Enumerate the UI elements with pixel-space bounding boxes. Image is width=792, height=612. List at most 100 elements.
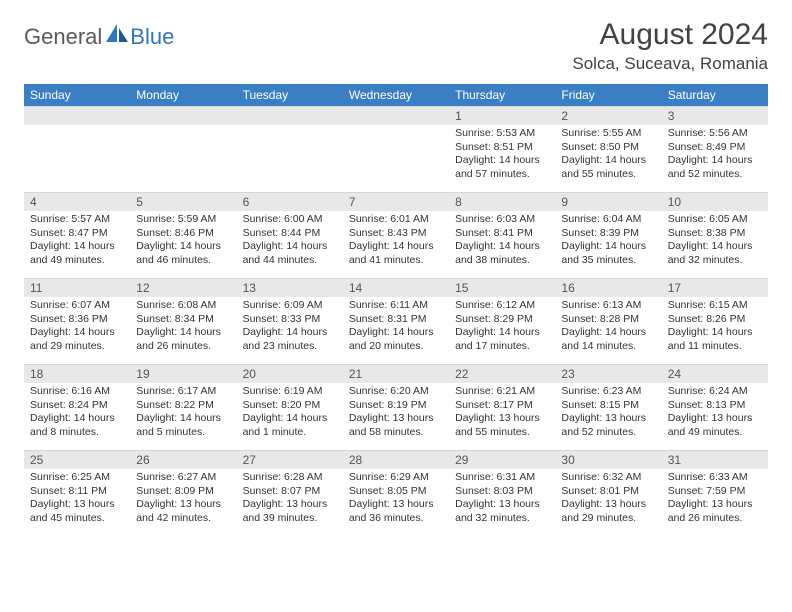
calendar-head: SundayMondayTuesdayWednesdayThursdayFrid…	[24, 84, 768, 106]
day-number-empty	[24, 106, 130, 125]
day-number: 16	[555, 278, 661, 297]
calendar-cell: 17Sunrise: 6:15 AMSunset: 8:26 PMDayligh…	[662, 278, 768, 364]
daylight-text: Daylight: 13 hours and 52 minutes.	[561, 412, 655, 439]
day-number: 22	[449, 364, 555, 383]
sunset-text: Sunset: 8:28 PM	[561, 313, 655, 327]
day-number: 18	[24, 364, 130, 383]
daylight-text: Daylight: 14 hours and 52 minutes.	[668, 154, 762, 181]
day-info: Sunrise: 6:08 AMSunset: 8:34 PMDaylight:…	[130, 297, 236, 358]
sunrise-text: Sunrise: 6:25 AM	[30, 471, 124, 485]
logo-sail-icon	[106, 24, 128, 42]
sunrise-text: Sunrise: 6:16 AM	[30, 385, 124, 399]
daylight-text: Daylight: 14 hours and 49 minutes.	[30, 240, 124, 267]
sunset-text: Sunset: 8:07 PM	[243, 485, 337, 499]
day-number: 12	[130, 278, 236, 297]
day-number: 17	[662, 278, 768, 297]
calendar-cell: 12Sunrise: 6:08 AMSunset: 8:34 PMDayligh…	[130, 278, 236, 364]
page-header: General Blue August 2024 Solca, Suceava,…	[24, 18, 768, 74]
calendar-cell	[237, 106, 343, 192]
sunset-text: Sunset: 8:36 PM	[30, 313, 124, 327]
sunset-text: Sunset: 8:29 PM	[455, 313, 549, 327]
daylight-text: Daylight: 13 hours and 58 minutes.	[349, 412, 443, 439]
sunset-text: Sunset: 8:15 PM	[561, 399, 655, 413]
daylight-text: Daylight: 14 hours and 38 minutes.	[455, 240, 549, 267]
day-info: Sunrise: 5:55 AMSunset: 8:50 PMDaylight:…	[555, 125, 661, 186]
sunset-text: Sunset: 8:39 PM	[561, 227, 655, 241]
day-number: 14	[343, 278, 449, 297]
daylight-text: Daylight: 14 hours and 55 minutes.	[561, 154, 655, 181]
sunrise-text: Sunrise: 6:33 AM	[668, 471, 762, 485]
sunset-text: Sunset: 8:47 PM	[30, 227, 124, 241]
logo-text-general: General	[24, 24, 102, 50]
sunrise-text: Sunrise: 6:15 AM	[668, 299, 762, 313]
calendar-cell: 27Sunrise: 6:28 AMSunset: 8:07 PMDayligh…	[237, 450, 343, 536]
day-info: Sunrise: 6:32 AMSunset: 8:01 PMDaylight:…	[555, 469, 661, 530]
day-header: Saturday	[662, 84, 768, 106]
daylight-text: Daylight: 14 hours and 26 minutes.	[136, 326, 230, 353]
sunrise-text: Sunrise: 6:21 AM	[455, 385, 549, 399]
sunset-text: Sunset: 8:33 PM	[243, 313, 337, 327]
sunset-text: Sunset: 8:22 PM	[136, 399, 230, 413]
sunset-text: Sunset: 8:44 PM	[243, 227, 337, 241]
day-info: Sunrise: 5:59 AMSunset: 8:46 PMDaylight:…	[130, 211, 236, 272]
daylight-text: Daylight: 14 hours and 1 minute.	[243, 412, 337, 439]
daylight-text: Daylight: 14 hours and 41 minutes.	[349, 240, 443, 267]
sunset-text: Sunset: 8:38 PM	[668, 227, 762, 241]
daylight-text: Daylight: 13 hours and 39 minutes.	[243, 498, 337, 525]
sunset-text: Sunset: 8:26 PM	[668, 313, 762, 327]
daylight-text: Daylight: 14 hours and 35 minutes.	[561, 240, 655, 267]
calendar-cell: 31Sunrise: 6:33 AMSunset: 7:59 PMDayligh…	[662, 450, 768, 536]
day-number: 6	[237, 192, 343, 211]
sunrise-text: Sunrise: 6:27 AM	[136, 471, 230, 485]
day-number: 27	[237, 450, 343, 469]
daylight-text: Daylight: 13 hours and 29 minutes.	[561, 498, 655, 525]
daylight-text: Daylight: 14 hours and 23 minutes.	[243, 326, 337, 353]
calendar-cell: 5Sunrise: 5:59 AMSunset: 8:46 PMDaylight…	[130, 192, 236, 278]
day-info: Sunrise: 6:24 AMSunset: 8:13 PMDaylight:…	[662, 383, 768, 444]
sunrise-text: Sunrise: 5:56 AM	[668, 127, 762, 141]
sunset-text: Sunset: 8:20 PM	[243, 399, 337, 413]
sunrise-text: Sunrise: 6:19 AM	[243, 385, 337, 399]
daylight-text: Daylight: 14 hours and 8 minutes.	[30, 412, 124, 439]
calendar-cell: 10Sunrise: 6:05 AMSunset: 8:38 PMDayligh…	[662, 192, 768, 278]
calendar-cell: 11Sunrise: 6:07 AMSunset: 8:36 PMDayligh…	[24, 278, 130, 364]
logo-text-blue: Blue	[130, 24, 174, 50]
calendar-cell: 18Sunrise: 6:16 AMSunset: 8:24 PMDayligh…	[24, 364, 130, 450]
day-info: Sunrise: 6:25 AMSunset: 8:11 PMDaylight:…	[24, 469, 130, 530]
day-number: 8	[449, 192, 555, 211]
day-number: 9	[555, 192, 661, 211]
sunrise-text: Sunrise: 6:12 AM	[455, 299, 549, 313]
sunrise-text: Sunrise: 6:23 AM	[561, 385, 655, 399]
day-number: 19	[130, 364, 236, 383]
sunset-text: Sunset: 8:05 PM	[349, 485, 443, 499]
day-number: 23	[555, 364, 661, 383]
sunset-text: Sunset: 8:46 PM	[136, 227, 230, 241]
sunrise-text: Sunrise: 6:07 AM	[30, 299, 124, 313]
calendar-cell: 19Sunrise: 6:17 AMSunset: 8:22 PMDayligh…	[130, 364, 236, 450]
sunset-text: Sunset: 8:41 PM	[455, 227, 549, 241]
day-number: 11	[24, 278, 130, 297]
sunrise-text: Sunrise: 6:04 AM	[561, 213, 655, 227]
daylight-text: Daylight: 14 hours and 17 minutes.	[455, 326, 549, 353]
sunrise-text: Sunrise: 5:57 AM	[30, 213, 124, 227]
day-info: Sunrise: 6:13 AMSunset: 8:28 PMDaylight:…	[555, 297, 661, 358]
day-info: Sunrise: 6:29 AMSunset: 8:05 PMDaylight:…	[343, 469, 449, 530]
daylight-text: Daylight: 14 hours and 20 minutes.	[349, 326, 443, 353]
day-header: Wednesday	[343, 84, 449, 106]
day-info: Sunrise: 6:04 AMSunset: 8:39 PMDaylight:…	[555, 211, 661, 272]
day-number-empty	[237, 106, 343, 125]
daylight-text: Daylight: 13 hours and 55 minutes.	[455, 412, 549, 439]
sunset-text: Sunset: 7:59 PM	[668, 485, 762, 499]
calendar-cell: 4Sunrise: 5:57 AMSunset: 8:47 PMDaylight…	[24, 192, 130, 278]
day-info: Sunrise: 6:00 AMSunset: 8:44 PMDaylight:…	[237, 211, 343, 272]
day-header: Friday	[555, 84, 661, 106]
calendar-cell: 21Sunrise: 6:20 AMSunset: 8:19 PMDayligh…	[343, 364, 449, 450]
daylight-text: Daylight: 13 hours and 32 minutes.	[455, 498, 549, 525]
daylight-text: Daylight: 13 hours and 36 minutes.	[349, 498, 443, 525]
sunset-text: Sunset: 8:03 PM	[455, 485, 549, 499]
day-info: Sunrise: 6:15 AMSunset: 8:26 PMDaylight:…	[662, 297, 768, 358]
sunrise-text: Sunrise: 6:32 AM	[561, 471, 655, 485]
sunset-text: Sunset: 8:09 PM	[136, 485, 230, 499]
day-info: Sunrise: 6:21 AMSunset: 8:17 PMDaylight:…	[449, 383, 555, 444]
day-number: 5	[130, 192, 236, 211]
